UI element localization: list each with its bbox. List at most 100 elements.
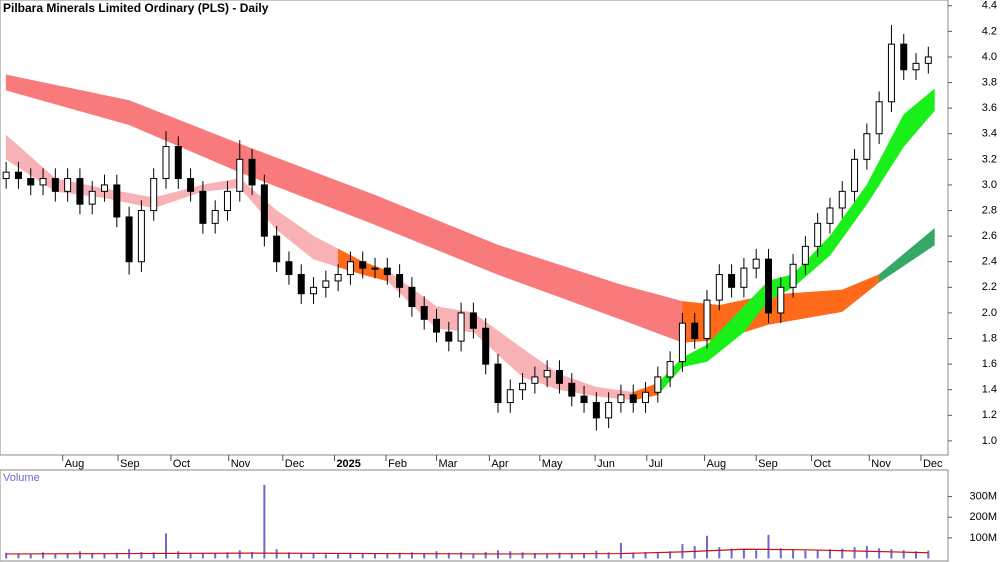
volume-bar (878, 548, 881, 559)
candle-body (211, 210, 219, 224)
candle-body (39, 178, 47, 186)
volume-bar (607, 552, 610, 559)
volume-bar (164, 533, 167, 559)
x-tick-label: Oct (814, 458, 831, 470)
volume-bar (312, 553, 315, 559)
ribbon-band (878, 227, 935, 283)
candle-body (752, 258, 760, 269)
candle-body (76, 178, 84, 205)
volume-bar (423, 553, 426, 559)
volume-bar (828, 549, 831, 559)
candle-body (642, 391, 650, 404)
volume-bar (927, 550, 930, 559)
candle-body (2, 171, 10, 180)
volume-panel: 100M 200M 300M (5, 484, 997, 559)
x-tick-label: Oct (173, 458, 190, 470)
volume-bar (54, 553, 57, 559)
volume-bar (595, 550, 598, 559)
candle-body (187, 178, 195, 192)
volume-bar (42, 552, 45, 559)
volume-bar (706, 535, 709, 559)
candle-body (666, 361, 674, 378)
volume-bar (583, 553, 586, 559)
candle-body (924, 56, 932, 64)
y-tick-label: 3.0 (982, 179, 997, 191)
price-panel: 1.0 1.2 1.4 1.6 1.8 2.0 2.2 2.4 2.6 2.8 3.0 3.2 3.4 3… (2, 0, 997, 470)
y-tick-label: 3.8 (982, 76, 997, 88)
candle-body (88, 190, 96, 205)
volume-bar (238, 550, 241, 559)
candle-body (396, 274, 404, 288)
volume-bar (189, 552, 192, 559)
volume-bar (792, 549, 795, 559)
x-tick-label: Dec (285, 458, 305, 470)
volume-bar (681, 544, 684, 559)
volume-bar (361, 553, 364, 559)
volume-bar (915, 551, 918, 559)
x-tick-label: Jun (597, 458, 615, 470)
candle-body (223, 190, 231, 212)
y-tick-label: 3.2 (982, 153, 997, 165)
x-tick-label: Nov (231, 458, 251, 470)
volume-bar (103, 553, 106, 559)
candle-body (814, 222, 822, 247)
volume-bar (804, 550, 807, 559)
candle-body (162, 146, 170, 180)
x-tick-label: Aug (65, 458, 85, 470)
volume-bar (275, 549, 278, 559)
volume-bar (693, 546, 696, 559)
volume-bar (177, 551, 180, 559)
candle-body (273, 235, 281, 263)
volume-bar (140, 551, 143, 559)
candle-body (568, 382, 576, 397)
volume-bar (287, 552, 290, 559)
candle-body (900, 43, 908, 71)
volume-bar (472, 553, 475, 559)
x-tick-label: Dec (923, 458, 943, 470)
volume-bar (669, 551, 672, 559)
y-tick-label: 1.8 (982, 332, 997, 344)
candle-body (199, 190, 207, 224)
candle-body (137, 210, 145, 263)
candle-body (801, 245, 809, 265)
candle-body (887, 43, 895, 103)
volume-bar (349, 552, 352, 559)
x-tick-label: Feb (388, 458, 407, 470)
candle-body (592, 402, 600, 419)
candle-body (260, 184, 268, 237)
volume-bar (742, 549, 745, 559)
candle-body (519, 382, 527, 391)
volume-bar (460, 552, 463, 559)
volume-bar (779, 548, 782, 559)
volume-bar (386, 553, 389, 559)
x-tick-label: Nov (871, 458, 891, 470)
volume-bar (300, 553, 303, 559)
volume-bar (619, 543, 622, 559)
volume-bar (730, 548, 733, 559)
volume-frame (0, 469, 949, 562)
candle-body (27, 178, 35, 186)
y-tick-label: 4.2 (982, 25, 997, 37)
volume-bar (398, 552, 401, 559)
candle-body (703, 299, 711, 340)
volume-bar (767, 534, 770, 559)
candle-body (838, 190, 846, 209)
candle-body (64, 178, 72, 192)
x-tick-label: Mar (438, 458, 457, 470)
y-tick-label: 3.4 (982, 128, 997, 140)
y-tick-label: 2.8 (982, 204, 997, 216)
candle-body (506, 389, 514, 404)
x-tick-label: Aug (707, 458, 727, 470)
volume-bar (533, 553, 536, 559)
candle-body (469, 312, 477, 329)
volume-bar (410, 552, 413, 559)
y-tick-label: 4.0 (982, 51, 997, 63)
candle-body (863, 133, 871, 160)
x-tick-label: Apr (491, 458, 508, 470)
volume-bar (324, 554, 327, 559)
candle-body (359, 261, 367, 269)
candle-body (383, 267, 391, 276)
candle-body (912, 62, 920, 71)
volume-bar (226, 552, 229, 559)
candle-body (322, 280, 330, 288)
